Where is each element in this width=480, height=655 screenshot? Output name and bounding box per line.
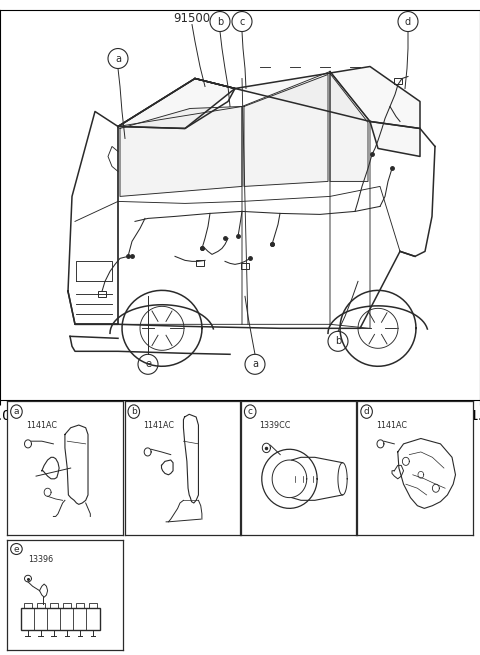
Polygon shape (244, 75, 328, 187)
Text: d: d (364, 407, 370, 416)
Text: d: d (405, 16, 411, 27)
Bar (98, 291, 106, 297)
Text: 1141AC: 1141AC (376, 421, 407, 430)
Text: b: b (335, 336, 341, 346)
Bar (394, 79, 402, 84)
Bar (241, 263, 249, 269)
Text: 13396: 13396 (28, 555, 53, 564)
Text: e: e (145, 360, 151, 369)
Text: 1141AC: 1141AC (25, 421, 57, 430)
Text: a: a (252, 360, 258, 369)
Polygon shape (370, 121, 420, 157)
Bar (24, 603, 32, 608)
Bar (36, 603, 45, 608)
Bar (196, 261, 204, 267)
Text: c: c (248, 407, 252, 416)
Polygon shape (330, 73, 368, 181)
Polygon shape (120, 107, 242, 196)
Bar (21, 608, 99, 630)
Polygon shape (118, 79, 235, 128)
Bar (89, 603, 97, 608)
Polygon shape (195, 67, 420, 128)
Text: c: c (240, 16, 245, 27)
Text: b: b (217, 16, 223, 27)
Bar (50, 603, 58, 608)
Text: b: b (131, 407, 137, 416)
Text: e: e (13, 544, 19, 553)
Text: 1141AC: 1141AC (143, 421, 174, 430)
Text: a: a (115, 54, 121, 64)
Text: 91500: 91500 (173, 12, 211, 25)
Text: a: a (14, 407, 19, 416)
Bar (63, 603, 71, 608)
Text: 1339CC: 1339CC (259, 421, 291, 430)
Bar (76, 603, 84, 608)
